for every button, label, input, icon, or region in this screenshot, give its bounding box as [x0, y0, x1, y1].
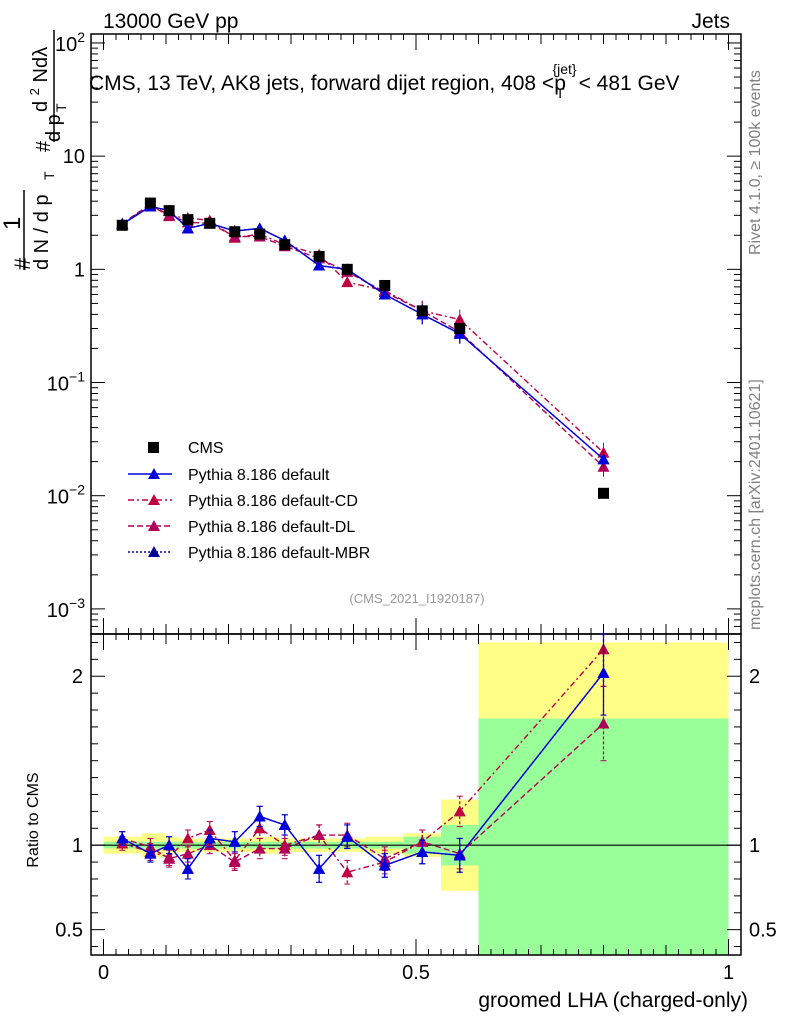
header-right: Jets	[691, 10, 730, 33]
cms-data-marker	[254, 228, 266, 240]
ratio-series-marker	[203, 832, 216, 844]
ratio-series-marker	[278, 818, 291, 830]
ratio-series-marker	[181, 862, 194, 874]
svg-text:T: T	[53, 103, 69, 112]
svg-text:d 2 N: d 2 N	[22, 68, 52, 112]
cms-data-marker	[279, 239, 291, 251]
cms-data-marker	[182, 214, 194, 226]
cms-data-marker	[116, 219, 128, 231]
svg-text:T: T	[41, 171, 57, 180]
ratio-series-marker	[163, 852, 176, 864]
ratio-y-tick-label-left: 1	[72, 835, 83, 857]
analysis-watermark: (CMS_2021_I1920187)	[349, 591, 484, 606]
main-y-label: # 1 d N / d p T # d p T d 2 N dλ	[0, 30, 69, 270]
main-y-tick-label: 1	[74, 259, 85, 281]
ratio-series-marker	[181, 847, 194, 859]
ratio-series-marker	[453, 805, 466, 817]
cms-data-marker	[341, 263, 353, 275]
cms-data-marker	[204, 217, 216, 229]
ratio-series-marker	[453, 849, 466, 861]
ratio-series-marker	[597, 666, 610, 678]
ratio-series-marker	[416, 845, 429, 857]
ratio-series-line	[122, 648, 605, 874]
cms-data-marker	[144, 197, 156, 209]
main-y-tick-label: 102	[55, 29, 85, 56]
ratio-y-tick-label-right: 1	[749, 835, 760, 857]
main-series-line	[121, 203, 604, 468]
main-series-marker	[181, 222, 194, 234]
cms-data-marker	[454, 323, 466, 335]
legend-dl-marker	[148, 520, 160, 531]
ratio-y-tick-label-left: 2	[72, 666, 83, 688]
ratio-series-marker	[116, 832, 129, 844]
ratio-series-marker	[313, 862, 326, 874]
ratio-y-tick-label-left: 0.5	[55, 920, 83, 942]
ratio-series-marker	[253, 810, 266, 822]
main-series-line	[121, 205, 604, 460]
main-y-tick-label: 10−2	[47, 482, 85, 509]
legend-mbr-label: Pythia 8.186 default-MBR	[188, 545, 370, 562]
ratio-series-marker	[378, 859, 391, 871]
mcplots-label: mcplots.cern.ch [arXiv:2401.10621]	[747, 379, 764, 630]
legend-default-label: Pythia 8.186 default	[188, 467, 330, 484]
svg-text:d p: d p	[43, 114, 65, 142]
ratio-series-marker	[313, 829, 326, 841]
ratio-y-tick-label-right: 0.5	[749, 920, 777, 942]
ratio-series-marker	[341, 830, 354, 842]
legend-cd-label: Pythia 8.186 default-CD	[188, 493, 358, 510]
main-plot: 102 10 1 10−1 10−2 10−3	[47, 29, 742, 635]
ratio-series-marker	[278, 842, 291, 854]
x-tick-label: 0	[98, 962, 109, 984]
x-axis-label: groomed LHA (charged-only)	[478, 989, 748, 1012]
legend-cd-marker	[148, 494, 160, 505]
cms-data-marker	[313, 250, 325, 262]
x-tick-label: 1	[723, 962, 734, 984]
legend-cms-label: CMS	[188, 440, 224, 457]
main-series-line	[121, 205, 604, 460]
legend-default-marker	[148, 468, 160, 479]
ratio-series-marker	[253, 822, 266, 834]
rivet-version-label: Rivet 4.1.0, ≥ 100k events	[747, 70, 764, 255]
ratio-series-marker	[597, 717, 610, 729]
legend-cms-marker	[148, 442, 159, 453]
main-series-marker	[313, 259, 326, 271]
svg-text:1: 1	[0, 217, 26, 230]
cms-data-marker	[416, 305, 428, 317]
ratio-series-marker	[253, 842, 266, 854]
ratio-series-line	[122, 723, 604, 863]
main-series-marker	[453, 313, 466, 325]
svg-text:dλ: dλ	[30, 47, 52, 68]
main-series-marker	[378, 288, 391, 300]
header-left: 13000 GeV pp	[103, 10, 238, 33]
ratio-series-marker	[341, 866, 354, 878]
cms-data-marker	[598, 487, 609, 499]
x-tick-label: 0.5	[402, 962, 430, 984]
legend: CMS Pythia 8.186 default Pythia 8.186 de…	[128, 440, 370, 562]
plot-title: CMS, 13 TeV, AK8 jets, forward dijet reg…	[89, 61, 680, 101]
svg-text:#: #	[33, 140, 55, 152]
svg-text:#: #	[10, 257, 35, 270]
ratio-plot: 0 0.5 1 2 2 1 1 0.5 0.5	[55, 633, 777, 984]
ratio-series-marker	[228, 856, 241, 868]
main-series-line	[121, 204, 604, 454]
ratio-y-tick-label-right: 2	[749, 666, 760, 688]
svg-text:d N / d p: d N / d p	[31, 194, 53, 270]
main-series-marker	[341, 276, 354, 288]
main-frame	[90, 33, 742, 635]
ratio-series-marker	[228, 835, 241, 847]
main-y-tick-label: 10−3	[47, 595, 85, 622]
ratio-y-label: Ratio to CMS	[25, 772, 42, 867]
ratio-series-marker	[144, 847, 157, 859]
legend-mbr-marker	[148, 546, 160, 557]
ratio-series-marker	[163, 839, 176, 851]
main-series-marker	[597, 453, 610, 465]
ratio-series-marker	[181, 832, 194, 844]
main-y-tick-label: 10	[63, 146, 85, 168]
main-y-tick-label: 10−1	[47, 369, 85, 396]
cms-data-marker	[379, 279, 391, 291]
legend-dl-label: Pythia 8.186 default-DL	[188, 519, 355, 536]
cms-data-marker	[163, 205, 175, 217]
cms-data-marker	[229, 226, 241, 238]
